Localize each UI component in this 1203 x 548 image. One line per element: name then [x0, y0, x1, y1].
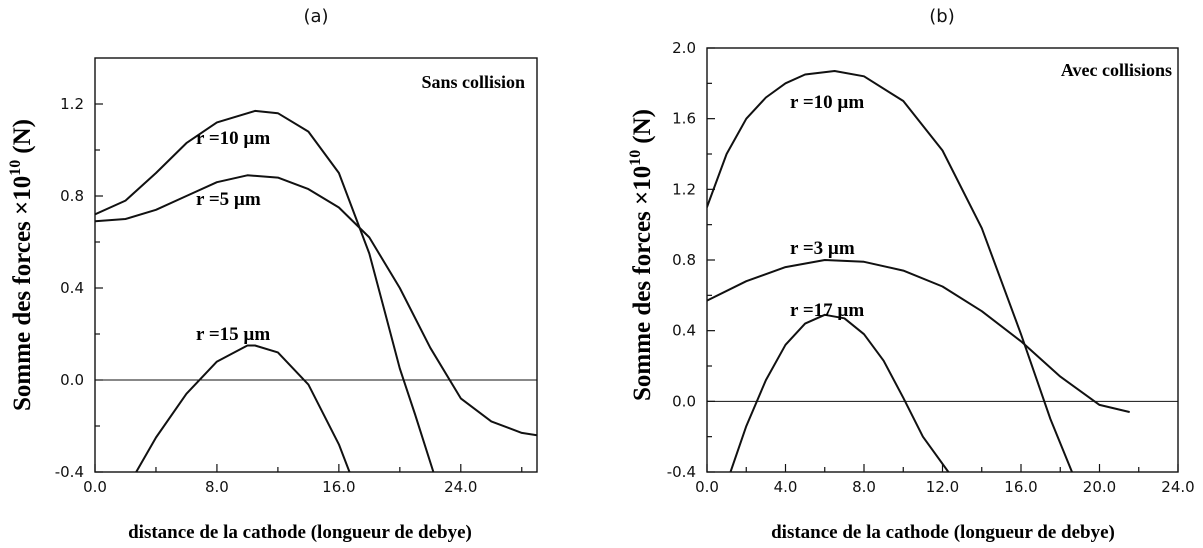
- x-tick-label: 20.0: [1083, 478, 1116, 496]
- series-line: [707, 70, 1073, 472]
- panel-label: (b): [929, 6, 954, 27]
- x-tick-label: 16.0: [322, 478, 355, 496]
- series-label: r =3 µm: [790, 238, 855, 259]
- x-tick-label: 0.0: [695, 478, 719, 496]
- series-line: [707, 259, 1130, 413]
- x-tick-label: 12.0: [926, 478, 959, 496]
- series-line: [95, 174, 537, 437]
- chart-panel-b: 0.0 4.0 8.0 12.0 16.0 20.0 24.0-0.40.00.40.81.…: [627, 6, 1195, 543]
- y-tick-label: 0.8: [60, 187, 84, 205]
- y-tick-label: 1.2: [672, 180, 696, 198]
- y-tick-label: 0.8: [672, 251, 696, 269]
- y-axis-label-unit: (N): [629, 109, 656, 144]
- x-axis-label: distance de la cathode (longueur de deby…: [771, 522, 1115, 543]
- y-tick-label: 0.4: [672, 322, 696, 340]
- series-label: r =15 µm: [196, 324, 270, 345]
- y-axis-label-main: Somme des forces ×10: [9, 176, 36, 411]
- y-tick-label: -0.4: [55, 463, 84, 481]
- series-label: r =5 µm: [196, 189, 261, 210]
- y-axis-label-exponent: 10: [7, 160, 24, 176]
- x-tick-label: 8.0: [852, 478, 876, 496]
- y-tick-label: 1.6: [672, 110, 696, 128]
- panel-label: (a): [303, 6, 328, 27]
- series-line: [729, 313, 950, 472]
- series-label: r =10 µm: [196, 128, 270, 149]
- x-tick-label: 16.0: [1004, 478, 1037, 496]
- y-axis-label-main: Somme des forces ×10: [629, 166, 656, 401]
- y-tick-label: 0.0: [60, 371, 84, 389]
- series-label: r =10 µm: [790, 92, 864, 113]
- x-tick-label: 24.0: [444, 478, 477, 496]
- x-tick-label: 8.0: [205, 478, 229, 496]
- x-axis-label: distance de la cathode (longueur de deby…: [128, 522, 472, 543]
- y-tick-label: 0.0: [672, 392, 696, 410]
- y-axis-label: Somme des forces ×1010 (N): [627, 109, 656, 401]
- series-label: r =17 µm: [790, 300, 864, 321]
- condition-annotation: Sans collision: [421, 72, 525, 92]
- y-axis-label: Somme des forces ×1010 (N): [7, 119, 36, 411]
- x-tick-label: 24.0: [1161, 478, 1194, 496]
- y-tick-label: 2.0: [672, 39, 696, 57]
- condition-annotation: Avec collisions: [1061, 60, 1172, 80]
- y-axis-label-unit: (N): [9, 119, 36, 154]
- series-line: [135, 344, 351, 472]
- chart-panel-a: 0.0 8.0 16.0 24.0-0.40.00.40.81.2r =10 µmr …: [7, 6, 538, 543]
- plot-frame: [706, 47, 1179, 473]
- x-tick-label: 0.0: [83, 478, 107, 496]
- x-tick-label: 4.0: [774, 478, 798, 496]
- series-line: [95, 109, 435, 472]
- y-tick-label: 0.4: [60, 279, 84, 297]
- y-axis-label-exponent: 10: [627, 150, 644, 166]
- y-tick-label: -0.4: [667, 463, 696, 481]
- y-tick-label: 1.2: [60, 95, 84, 113]
- plot-frame: [94, 57, 538, 473]
